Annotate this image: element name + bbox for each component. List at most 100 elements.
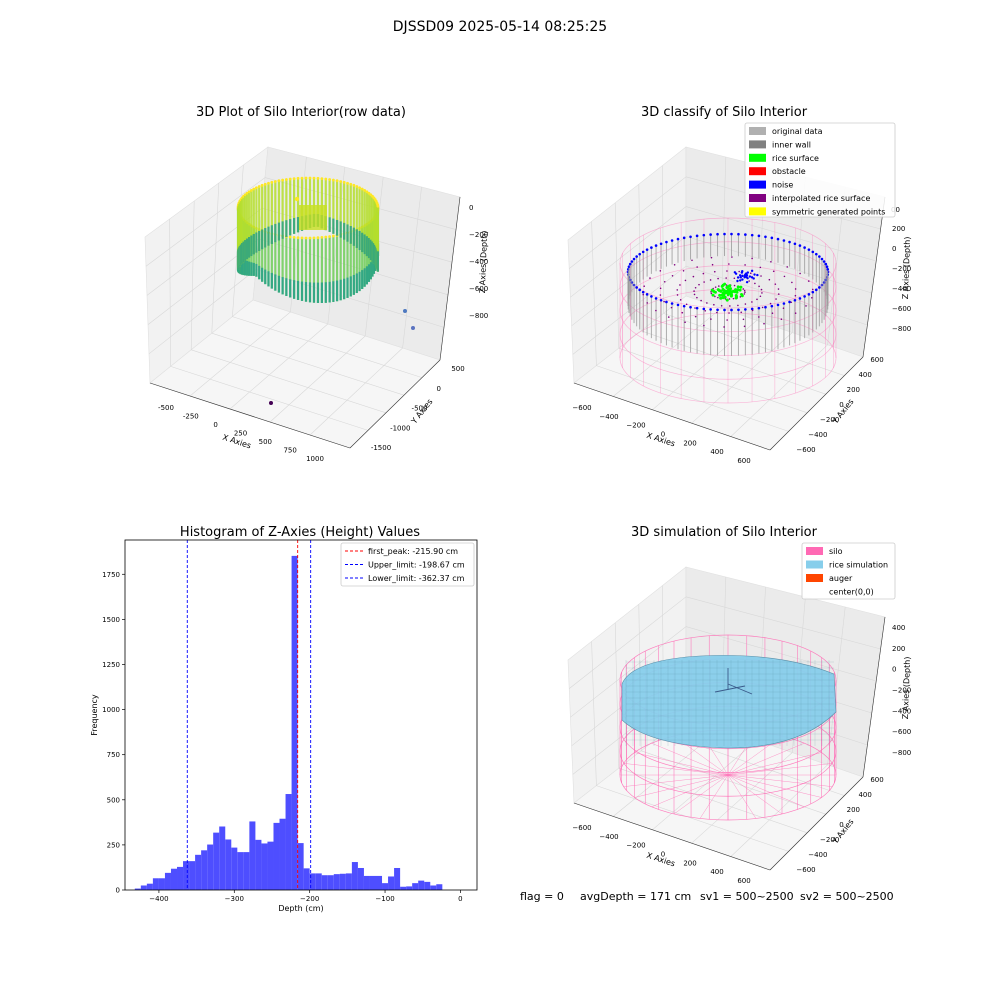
histogram-bar (170, 868, 178, 890)
interpolated-point (742, 288, 745, 290)
noise-point (744, 308, 747, 311)
histogram-bar (225, 839, 232, 890)
classify-legend-label: original data (772, 127, 823, 136)
simulation-bottom-spoke (727, 774, 822, 798)
raw-top-point (249, 188, 253, 192)
rice-surface-point (734, 296, 738, 300)
interpolated-point (761, 306, 764, 309)
simulation-z-tick-label: 400 (892, 624, 905, 632)
interpolated-point (673, 263, 676, 266)
raw-top-point (316, 176, 320, 180)
rice-surface-point (736, 285, 740, 289)
simulation-legend-label: silo (829, 547, 843, 556)
interpolated-point (768, 278, 771, 281)
raw-y-tick-label: -500 (412, 405, 428, 413)
interpolated-point (760, 275, 762, 277)
simulation-legend-swatch (806, 587, 823, 596)
simulation-bottom-spoke (727, 774, 783, 815)
histogram-bar (297, 843, 304, 890)
noise-cluster-point (752, 277, 755, 280)
raw-top-point (339, 180, 343, 183)
simulation-x-tick-label: 600 (737, 877, 750, 885)
interpolated-point (709, 279, 712, 281)
interpolated-point (726, 319, 728, 321)
noise-point (757, 306, 761, 310)
interpolated-point (717, 296, 719, 299)
figure-suptitle: DJSSD09 2025-05-14 08:25:25 (393, 19, 607, 35)
raw-top-point (273, 180, 277, 183)
interpolated-point (655, 309, 657, 312)
noise-point (737, 308, 740, 312)
classify-3d-panel: 3D classify of Silo Interior −600 −400 −20… (567, 105, 912, 465)
raw-outlier-point (269, 401, 273, 405)
histogram-bar (219, 826, 226, 890)
histogram-y-tick-label: 750 (107, 751, 120, 759)
simulation-x-tick-label: 0 (661, 851, 665, 859)
footer-sv2: sv2 = 500~2500 (800, 890, 894, 903)
simulation-bottom-spoke (727, 774, 833, 787)
footer-flag: flag = 0 (520, 890, 564, 903)
interpolated-point (780, 318, 783, 321)
histogram-bar (406, 886, 413, 890)
histogram-y-tick-label: 1750 (102, 571, 120, 579)
raw-outlier-point (411, 326, 415, 330)
rice-surface-point (711, 293, 715, 297)
interpolated-point (706, 302, 708, 304)
simulation-legend: silo rice simulation auger center(0,0) (801, 542, 896, 600)
grid-line (232, 316, 423, 378)
rice-surface-point (721, 296, 725, 300)
grid-line (169, 218, 171, 367)
histogram-y-tick-label: 250 (107, 841, 120, 849)
histogram-title: Histogram of Z-Axies (Height) Values (180, 525, 420, 540)
simulation-panel-title: 3D simulation of Silo Interior (631, 525, 818, 540)
grid-line (211, 182, 220, 334)
classify-z-axis-label: Z Axies (Depth) (901, 236, 912, 299)
raw-top-point (312, 176, 316, 180)
noise-point (723, 232, 726, 236)
raw-top-point (365, 190, 369, 194)
auger-line (727, 683, 753, 695)
interpolated-point (716, 311, 718, 314)
noise-point (676, 237, 680, 241)
interpolated-point (754, 282, 756, 285)
rice-surface-point (728, 289, 732, 293)
grid-line (596, 785, 789, 852)
simulation-z-tick-label: −200 (892, 687, 911, 695)
raw-top-point (328, 235, 332, 238)
histogram-bar (339, 873, 346, 890)
noise-cluster-point (750, 276, 754, 279)
classify-z-tick-label: 200 (892, 225, 905, 233)
noise-point (665, 300, 668, 304)
classify-legend-label: symmetric generated points (772, 207, 885, 216)
histogram-bar (291, 555, 298, 890)
grid-line (190, 200, 195, 350)
interpolated-point (772, 270, 775, 273)
raw-z-tick-label: −200 (469, 231, 488, 239)
histogram-bar (375, 875, 383, 890)
interpolated-point (743, 289, 746, 292)
raw-top-point (331, 234, 335, 238)
noise-point (750, 307, 754, 311)
interpolated-point (805, 305, 807, 307)
interpolated-point (667, 316, 670, 318)
grid-line (827, 606, 846, 765)
interpolated-point (790, 301, 793, 304)
histogram-bar (424, 881, 431, 890)
noise-point (807, 248, 811, 251)
raw-z-tick-label: 0 (469, 204, 473, 212)
noise-point (814, 252, 818, 256)
histogram-y-tick-label: 1250 (102, 661, 120, 669)
footer-avg-depth: avgDepth = 171 cm (580, 890, 691, 903)
noise-point (695, 306, 699, 310)
histogram-bar (140, 885, 147, 890)
interpolated-point (794, 312, 797, 314)
noise-point (689, 235, 692, 239)
noise-point (744, 233, 747, 236)
interpolated-point (751, 309, 754, 312)
interpolated-point (794, 288, 797, 290)
raw-top-point (308, 236, 312, 240)
grid-line (685, 626, 877, 682)
raw-top-point (324, 177, 328, 181)
noise-point (650, 295, 653, 298)
raw-top-point (277, 179, 281, 183)
